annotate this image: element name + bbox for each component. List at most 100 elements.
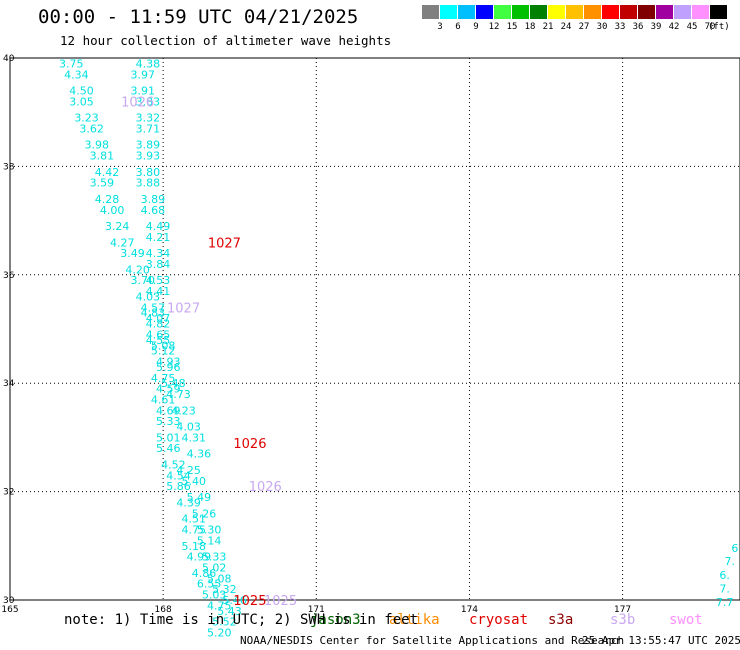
- swh-value-label: 4.42: [95, 166, 120, 179]
- y-tick-label: 30: [3, 596, 15, 606]
- swh-value-label: 4.69: [156, 404, 181, 417]
- swh-value-label: 4.86: [192, 567, 217, 580]
- swh-value-label: 5.33: [156, 415, 181, 428]
- swh-value-label: 6.55: [197, 578, 222, 591]
- swh-value-label: 4.07: [146, 312, 171, 325]
- swh-value-label: 4.54: [166, 469, 191, 482]
- swh-value-label: 4.93: [156, 356, 181, 369]
- color-scale-label: 45: [686, 22, 698, 32]
- color-scale-label: 18: [524, 22, 536, 32]
- cycle-number-label: 1027: [208, 236, 241, 251]
- swh-value-label: 7.7: [716, 596, 734, 609]
- swh-value-label: 4.59: [156, 383, 181, 396]
- color-swatch: [512, 5, 529, 19]
- x-tick-label: 171: [308, 605, 325, 615]
- color-swatch: [494, 5, 511, 19]
- y-tick-label: 34: [3, 379, 15, 389]
- swh-value-label: 5.46: [156, 442, 181, 455]
- swh-value-label: 5.52: [212, 616, 237, 629]
- color-swatch: [458, 5, 475, 19]
- satellite-legend-item: s3b: [610, 612, 636, 628]
- satellite-legend-item: altika: [389, 612, 440, 628]
- cycle-number-label: 1026: [233, 437, 266, 452]
- color-swatch: [692, 5, 709, 19]
- chart-subtitle: 12 hour collection of altimeter wave hei…: [60, 33, 392, 48]
- swh-value-label: 3.97: [130, 68, 155, 81]
- swh-value-label: 4.57: [141, 301, 166, 314]
- swh-value-label: 5.43: [217, 605, 242, 618]
- color-swatch: [710, 5, 727, 19]
- swh-value-label: 3.71: [136, 122, 161, 135]
- swh-value-label: 5.96: [156, 361, 181, 374]
- color-swatch: [566, 5, 583, 19]
- swh-value-label: 4.99: [187, 551, 212, 564]
- color-scale-label: 42: [668, 22, 680, 32]
- swh-value-label: 5.08: [151, 339, 176, 352]
- x-tick-label: 177: [614, 605, 631, 615]
- swh-value-label: 4.52: [161, 459, 186, 472]
- color-swatch: [656, 5, 673, 19]
- swh-value-label: 3.62: [79, 122, 104, 135]
- color-swatch: [620, 5, 637, 19]
- satellite-legend-item: jason3: [310, 612, 361, 628]
- swh-value-label: 5.20: [207, 627, 232, 640]
- swh-value-label: 4.68: [141, 204, 166, 217]
- swh-value-label: 5.26: [192, 507, 217, 520]
- swh-value-label: 4.55: [146, 334, 171, 347]
- swh-value-label: 3.49: [120, 247, 145, 260]
- color-swatch: [602, 5, 619, 19]
- y-tick-label: 38: [3, 162, 15, 172]
- swh-value-label: 5.02: [202, 561, 227, 574]
- swh-value-label: 4.51: [182, 513, 207, 526]
- swh-value-label: 5.49: [187, 491, 212, 504]
- satellite-legend: jason3 altika cryosat s3a s3b swot: [0, 612, 740, 630]
- swh-value-label: 3.81: [90, 150, 115, 163]
- swh-value-label: 4.75: [207, 599, 232, 612]
- swh-value-label: 4.61: [151, 393, 176, 406]
- color-scale-label: 39: [650, 22, 662, 32]
- swh-value-label: 4.00: [100, 204, 125, 217]
- swh-value-label: 3.05: [69, 95, 94, 108]
- swh-value-label: 3.70: [130, 274, 155, 287]
- swh-value-label: 4.53: [146, 274, 171, 287]
- color-scale-label: 30: [596, 22, 608, 32]
- swh-value-label: 3.23: [74, 112, 99, 125]
- swh-value-label: 3.89: [136, 139, 161, 152]
- cycle-number-label: 1027: [167, 301, 200, 316]
- x-tick-label: 174: [461, 605, 478, 615]
- swh-value-label: 4.34: [64, 68, 89, 81]
- note-text: note: 1) Time is in UTC; 2) SWH is in fe…: [64, 612, 419, 628]
- swh-value-label: 4.03: [176, 421, 201, 434]
- y-tick-label: 40: [3, 54, 15, 64]
- swh-value-label: 7.: [719, 583, 730, 596]
- y-tick-label: 36: [3, 271, 15, 281]
- color-scale-label: 9: [473, 22, 479, 32]
- swh-value-label: 7.: [725, 555, 736, 568]
- swh-value-label: 5.46: [222, 594, 247, 607]
- color-scale-label: 27: [578, 22, 590, 32]
- timestamp-text: 25 Apr 13:55:47 UTC 2025: [582, 634, 740, 647]
- swh-value-label: 4.39: [176, 496, 201, 509]
- color-scale-label: 15: [506, 22, 518, 32]
- swh-value-label: 4.50: [69, 85, 94, 98]
- swh-value-label: 5.08: [207, 572, 232, 585]
- swh-value-label: 5.32: [212, 583, 237, 596]
- swh-value-label: 4.34: [146, 247, 171, 260]
- swh-value-label: 3.98: [85, 139, 110, 152]
- color-scale-label: 21: [542, 22, 554, 32]
- color-swatch: [476, 5, 493, 19]
- swh-value-label: 3.80: [136, 166, 161, 179]
- swh-value-label: 5.30: [197, 524, 222, 537]
- swh-value-label: 4.25: [176, 464, 201, 477]
- swh-value-label: 4.83: [141, 307, 166, 320]
- swh-value-label: 4.49: [146, 220, 171, 233]
- swh-value-label: 5.14: [197, 534, 222, 547]
- swh-value-label: 4.23: [171, 404, 196, 417]
- color-swatch: [422, 5, 439, 19]
- swh-value-label: 4.82: [146, 318, 171, 331]
- color-swatch: [674, 5, 691, 19]
- cycle-number-label: 1026: [121, 95, 154, 110]
- swh-value-label: 5.33: [202, 551, 227, 564]
- swh-value-label: 3.91: [130, 85, 155, 98]
- swh-value-label: 4.41: [146, 285, 171, 298]
